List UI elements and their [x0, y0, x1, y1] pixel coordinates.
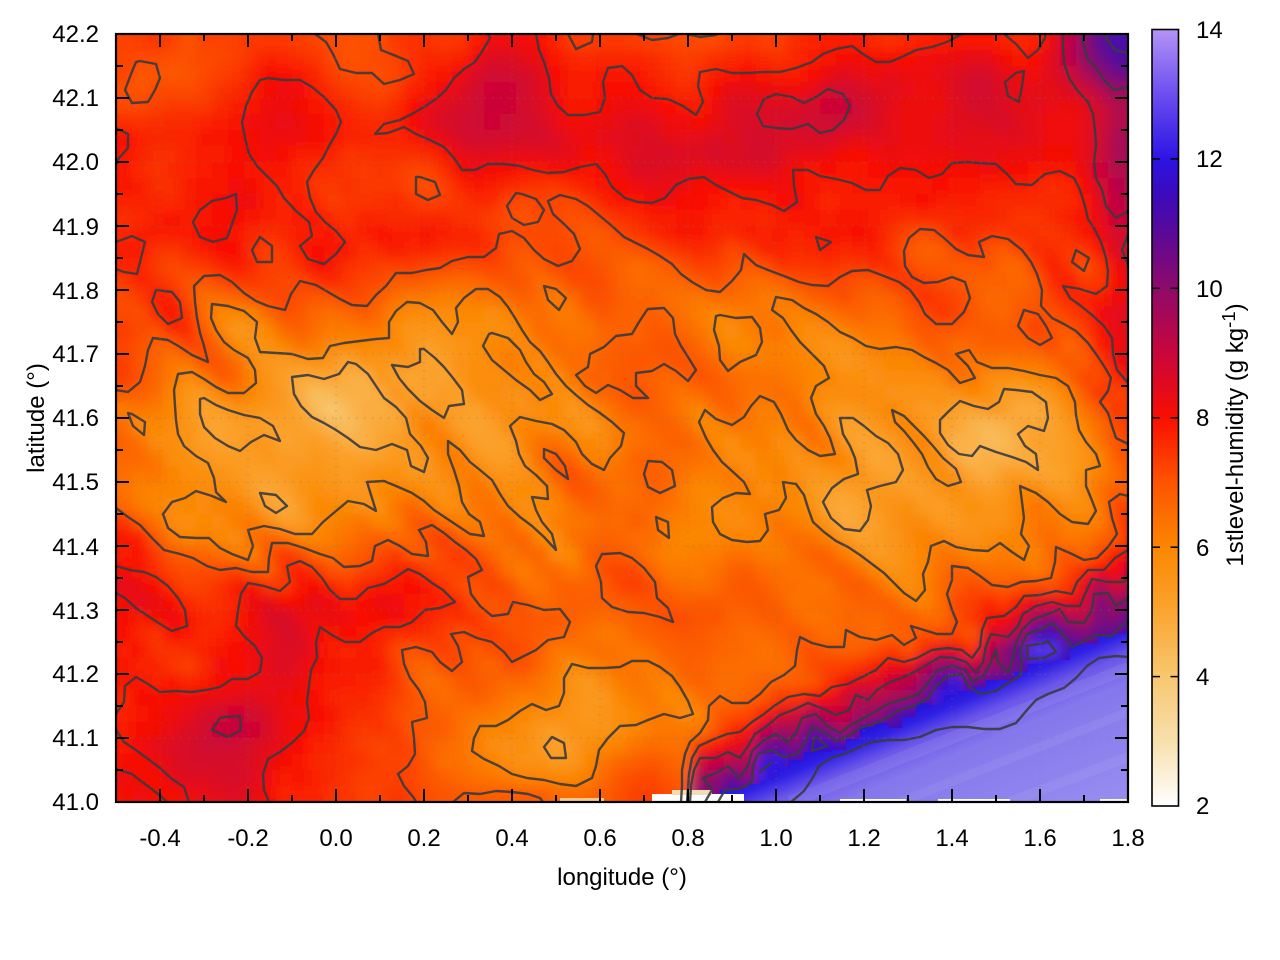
svg-text:41.4: 41.4 [52, 534, 99, 561]
svg-text:6: 6 [1196, 535, 1209, 562]
svg-text:41.7: 41.7 [52, 341, 99, 368]
svg-text:1stlevel-humidity (g kg-1): 1stlevel-humidity (g kg-1) [1218, 303, 1249, 566]
svg-text:41.8: 41.8 [52, 278, 99, 305]
svg-text:42.2: 42.2 [52, 21, 99, 48]
svg-text:0.6: 0.6 [583, 825, 616, 852]
svg-text:1.0: 1.0 [759, 825, 792, 852]
svg-text:42.1: 42.1 [52, 85, 99, 112]
svg-text:4: 4 [1196, 664, 1209, 691]
svg-text:41.6: 41.6 [52, 405, 99, 432]
svg-text:41.3: 41.3 [52, 598, 99, 625]
svg-text:0.8: 0.8 [671, 825, 704, 852]
svg-text:41.5: 41.5 [52, 469, 99, 496]
svg-text:1.2: 1.2 [847, 825, 880, 852]
svg-text:1.4: 1.4 [935, 825, 968, 852]
svg-text:1.6: 1.6 [1023, 825, 1056, 852]
svg-text:latitude (°): latitude (°) [23, 363, 50, 473]
svg-text:12: 12 [1196, 146, 1223, 173]
svg-text:41.0: 41.0 [52, 789, 99, 816]
svg-text:42.0: 42.0 [52, 149, 99, 176]
svg-text:10: 10 [1196, 276, 1223, 303]
svg-text:longitude (°): longitude (°) [557, 864, 687, 891]
svg-text:41.2: 41.2 [52, 661, 99, 688]
svg-text:0.2: 0.2 [407, 825, 440, 852]
svg-text:1.8: 1.8 [1111, 825, 1144, 852]
svg-text:14: 14 [1196, 17, 1223, 44]
svg-text:0.4: 0.4 [495, 825, 528, 852]
svg-text:41.1: 41.1 [52, 725, 99, 752]
svg-text:8: 8 [1196, 405, 1209, 432]
svg-text:2: 2 [1196, 793, 1209, 820]
svg-text:41.9: 41.9 [52, 214, 99, 241]
svg-text:-0.4: -0.4 [139, 825, 180, 852]
svg-text:0.0: 0.0 [319, 825, 352, 852]
svg-text:-0.2: -0.2 [227, 825, 268, 852]
